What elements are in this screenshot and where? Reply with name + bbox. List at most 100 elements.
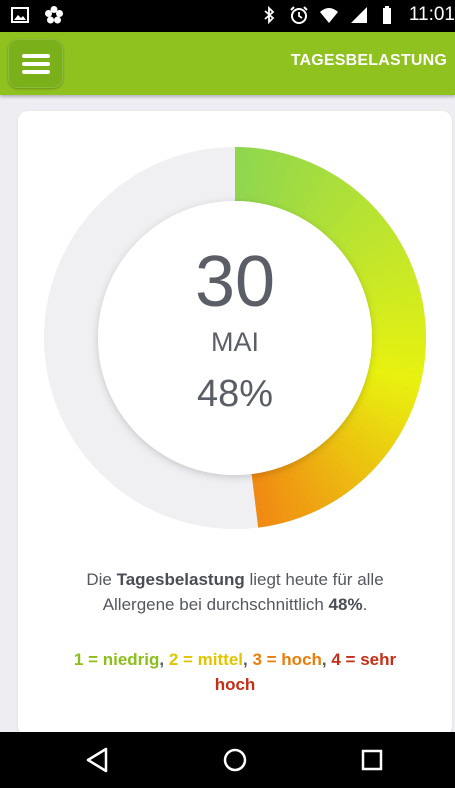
- daily-load-card: 30 MAI 48% Die Tagesbelastung liegt heut…: [18, 111, 452, 736]
- legend-level-4: 4 = sehr: [331, 650, 397, 669]
- navigation-bar: [0, 732, 455, 788]
- gauge-fill-segment: [370, 313, 426, 326]
- gauge-fill-segment: [338, 423, 385, 463]
- gauge-fill-segment: [316, 184, 355, 231]
- legend-separator: ,: [321, 650, 332, 669]
- gauge-fill-segment: [371, 343, 426, 353]
- gauge-fill-segment: [323, 192, 364, 237]
- gauge-fill-segment: [371, 347, 426, 359]
- gauge-fill-segment: [363, 269, 416, 295]
- gauge-fill-segment: [361, 263, 414, 290]
- gauge-fill-segment: [349, 408, 399, 443]
- gauge-fill-segment: [367, 365, 422, 384]
- gauge-fill-segment: [311, 448, 348, 497]
- description-bold-percent: 48%: [328, 595, 363, 614]
- bluetooth-icon: [264, 5, 275, 25]
- gauge-fill-segment: [322, 440, 363, 486]
- description-bold-term: Tagesbelastung: [116, 570, 245, 589]
- gauge-fill-segment: [299, 456, 332, 507]
- page-title: TAGESBELASTUNG: [290, 52, 447, 69]
- gauge-fill-segment: [320, 188, 360, 234]
- menu-button[interactable]: [8, 39, 63, 88]
- gauge-fill-segment: [260, 471, 278, 526]
- gauge-fill-segment: [350, 235, 400, 269]
- legend-level-3: 3 = hoch: [252, 650, 322, 669]
- image-icon: [11, 7, 29, 23]
- gauge-fill-segment: [295, 458, 326, 510]
- level-legend: 1 = niedrig, 2 = mittel, 3 = hoch, 4 = s…: [18, 647, 452, 697]
- gauge-fill-segment: [269, 469, 291, 523]
- gauge-percent: 48%: [196, 373, 274, 415]
- gauge-fill-segment: [307, 451, 343, 501]
- gauge-fill-segment: [266, 152, 287, 207]
- battery-icon: [382, 6, 391, 24]
- description-text: Die: [86, 570, 117, 589]
- gauge-fill-segment: [287, 462, 315, 515]
- legend-level-4-cont: hoch: [214, 675, 256, 694]
- gauge-fill-segment: [244, 147, 255, 202]
- description-text: Allergene bei durchschnittlich: [102, 595, 329, 614]
- gauge-fill-segment: [342, 219, 390, 258]
- gauge-fill-segment: [369, 361, 424, 378]
- gauge-fill: [235, 147, 426, 528]
- legend-level-2: 2 = mittel: [168, 650, 244, 669]
- gauge-fill-segment: [371, 332, 426, 340]
- gauge-fill-segment: [336, 210, 382, 251]
- gauge-fill-segment: [354, 400, 406, 432]
- gauge-fill-segment: [357, 252, 409, 282]
- gauge-fill-segment: [335, 427, 381, 468]
- gauge-fill-segment: [315, 446, 353, 493]
- gauge-fill-segment: [291, 460, 320, 513]
- gauge-fill-segment: [262, 150, 281, 205]
- gauge-fill-segment: [366, 370, 421, 391]
- gauge-fill-segment: [327, 196, 369, 241]
- hamburger-menu-icon: [21, 53, 50, 74]
- gauge-fill-segment: [367, 288, 422, 308]
- gauge-fill-segment: [304, 173, 339, 223]
- home-icon[interactable]: [221, 746, 249, 774]
- status-bar: 11:01: [0, 0, 455, 32]
- gauge-inner-disc: [98, 201, 372, 475]
- gauge-fill-segment: [339, 215, 386, 254]
- gauge-fill-segment: [364, 275, 418, 299]
- gauge-fill-segment: [369, 300, 424, 317]
- gauge-fill-segment: [251, 473, 266, 528]
- gauge-fill-segment: [256, 472, 272, 527]
- gauge-fill-segment: [369, 356, 425, 372]
- description-text: liegt heute für alle: [244, 570, 384, 589]
- gauge-fill-segment: [348, 230, 397, 266]
- gauge-fill-segment: [329, 433, 372, 477]
- gauge-fill-segment: [362, 383, 416, 409]
- gauge-fill-segment: [308, 177, 344, 226]
- gauge-fill-segment: [332, 430, 376, 473]
- gauge-fill-segment: [371, 326, 426, 335]
- gauge-fill-segment: [278, 466, 303, 520]
- recents-icon[interactable]: [358, 746, 386, 774]
- gauge-fill-segment: [370, 352, 425, 366]
- gauge-fill-segment: [355, 246, 407, 278]
- gauge-fill-segment: [345, 225, 394, 262]
- gauge-fill-segment: [274, 467, 297, 522]
- load-gauge: [44, 147, 426, 529]
- gauge-fill-segment: [330, 200, 374, 244]
- clock-time: 11:01: [408, 4, 455, 25]
- gauge-fill-segment: [296, 167, 328, 219]
- gauge-fill-segment: [318, 443, 358, 490]
- legend-separator: ,: [159, 650, 169, 669]
- gauge-fill-segment: [368, 294, 423, 312]
- gauge-fill-segment: [353, 241, 404, 273]
- legend-separator: ,: [243, 650, 253, 669]
- back-icon[interactable]: [84, 746, 112, 774]
- gauge-fill-segment: [239, 147, 249, 202]
- gauge-fill-segment: [292, 164, 323, 217]
- gauge-fill-segment: [347, 412, 396, 448]
- gauge-fill-segment: [253, 148, 268, 204]
- gauge-fill-segment: [275, 155, 299, 209]
- gauge-fill-segment: [248, 147, 262, 203]
- gauge-fill-segment: [312, 180, 350, 229]
- gauge-fill-segment: [365, 374, 419, 397]
- gauge-fill-segment: [325, 437, 367, 481]
- alarm-icon: [290, 6, 308, 24]
- gauge-fill-segment: [341, 419, 389, 458]
- gauge-fill-segment: [333, 205, 378, 247]
